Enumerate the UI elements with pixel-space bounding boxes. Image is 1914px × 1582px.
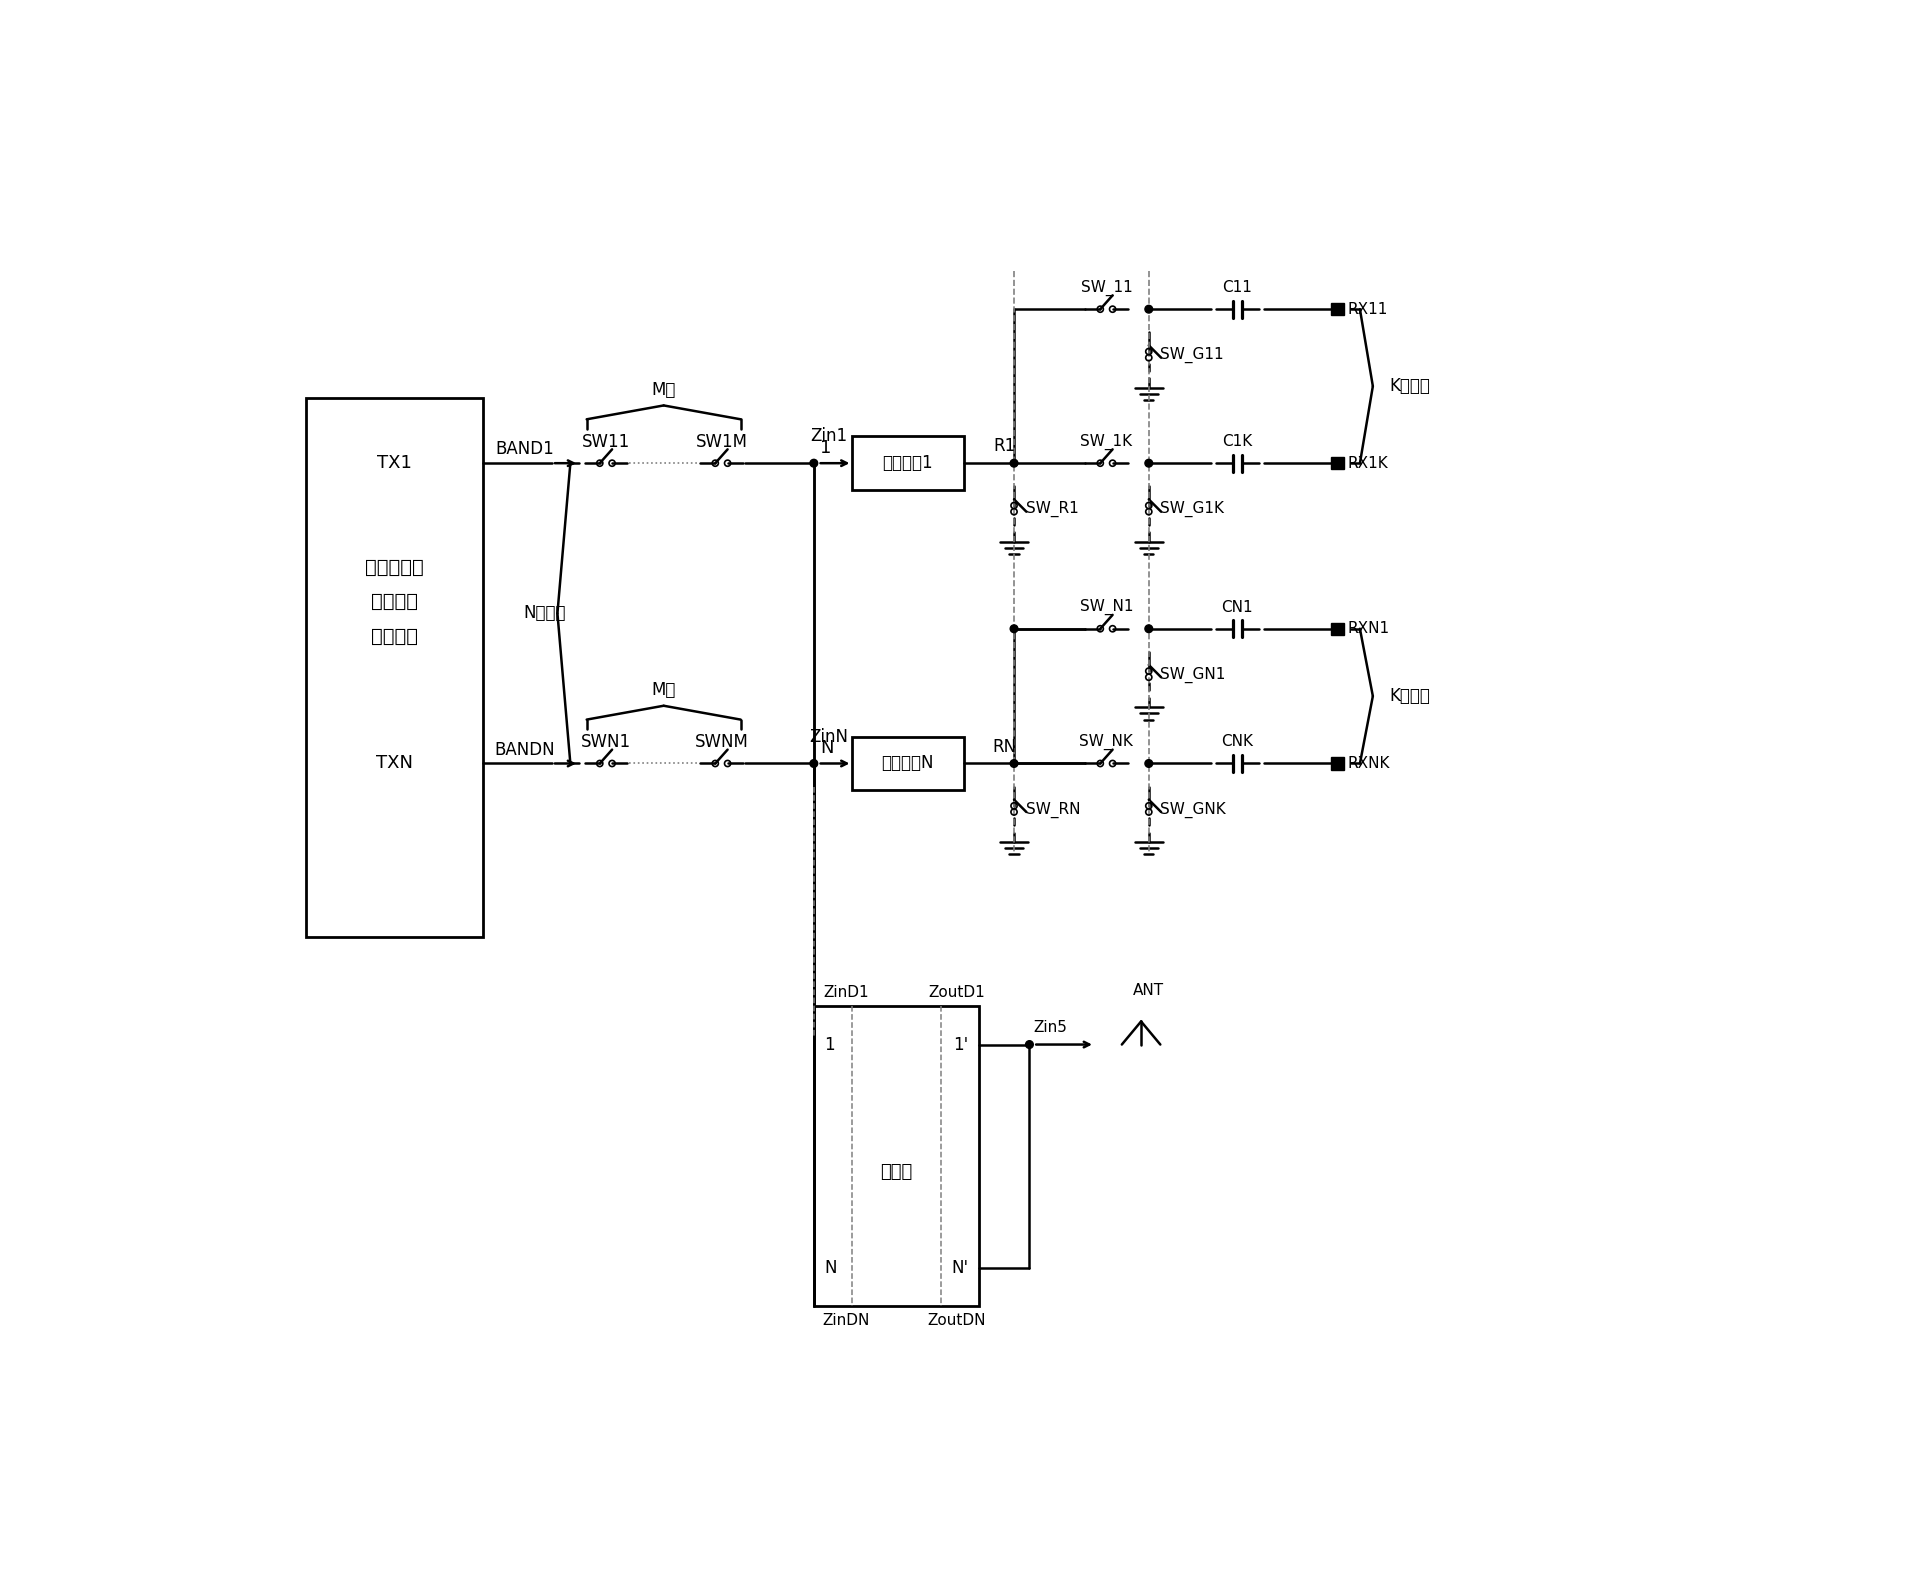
Text: CNK: CNK: [1221, 734, 1254, 750]
Text: CN1: CN1: [1221, 600, 1254, 615]
Text: ZinD1: ZinD1: [823, 984, 869, 1000]
Circle shape: [1145, 759, 1152, 767]
Text: ZinDN: ZinDN: [823, 1313, 869, 1327]
Text: ZinN: ZinN: [810, 728, 848, 745]
Text: C11: C11: [1223, 280, 1252, 296]
Text: Zin1: Zin1: [812, 427, 848, 445]
Bar: [852, 437, 965, 490]
Text: 匹配网络N: 匹配网络N: [882, 755, 934, 772]
Text: 大器及其: 大器及其: [371, 592, 417, 611]
Text: SW_1K: SW_1K: [1079, 433, 1133, 449]
Text: SW_NK: SW_NK: [1079, 734, 1133, 750]
Bar: [852, 737, 965, 791]
Bar: [1332, 623, 1344, 634]
Text: M级: M级: [651, 682, 676, 699]
Text: RXNK: RXNK: [1347, 756, 1390, 770]
Bar: [1332, 457, 1344, 470]
Text: RX1K: RX1K: [1347, 456, 1388, 471]
Text: SW11: SW11: [582, 432, 630, 451]
Circle shape: [1011, 625, 1018, 633]
Circle shape: [1145, 459, 1152, 467]
Text: C1K: C1K: [1223, 433, 1252, 449]
Text: SW_GNK: SW_GNK: [1160, 802, 1227, 818]
Circle shape: [1011, 759, 1018, 767]
Text: SW_RN: SW_RN: [1026, 802, 1079, 818]
Text: Zin5: Zin5: [1034, 1020, 1068, 1035]
Text: RX11: RX11: [1347, 302, 1388, 316]
Bar: [813, 1006, 980, 1307]
Text: SW_R1: SW_R1: [1026, 501, 1078, 517]
Text: SWN1: SWN1: [580, 732, 632, 751]
Text: ZoutD1: ZoutD1: [928, 984, 984, 1000]
Text: N: N: [825, 1259, 836, 1277]
Bar: [306, 397, 482, 937]
Text: R1: R1: [993, 437, 1016, 456]
Text: K个端口: K个端口: [1390, 687, 1430, 704]
Text: SW1M: SW1M: [695, 432, 748, 451]
Text: BAND1: BAND1: [496, 440, 555, 459]
Circle shape: [1011, 459, 1018, 467]
Bar: [1332, 304, 1344, 315]
Text: N个频段: N个频段: [523, 604, 565, 622]
Text: 匹配网络: 匹配网络: [371, 626, 417, 645]
Text: SW_G11: SW_G11: [1160, 348, 1223, 364]
Circle shape: [1145, 625, 1152, 633]
Text: 多工器: 多工器: [880, 1163, 913, 1180]
Text: ANT: ANT: [1133, 982, 1164, 998]
Text: SW_N1: SW_N1: [1079, 600, 1133, 615]
Bar: [1332, 758, 1344, 770]
Text: K个端口: K个端口: [1390, 377, 1430, 396]
Text: SWNM: SWNM: [695, 732, 748, 751]
Text: SW_11: SW_11: [1081, 280, 1133, 296]
Circle shape: [810, 459, 817, 467]
Text: TX1: TX1: [377, 454, 412, 471]
Text: 匹配网络1: 匹配网络1: [882, 454, 934, 471]
Text: TXN: TXN: [375, 755, 413, 772]
Text: N': N': [951, 1259, 968, 1277]
Text: ZoutDN: ZoutDN: [926, 1313, 986, 1327]
Text: 1': 1': [953, 1036, 968, 1054]
Text: BANDN: BANDN: [496, 740, 555, 759]
Text: N: N: [819, 739, 833, 758]
Text: RXN1: RXN1: [1347, 622, 1390, 636]
Text: SW_GN1: SW_GN1: [1160, 668, 1225, 683]
Circle shape: [1145, 305, 1152, 313]
Text: 1: 1: [825, 1036, 835, 1054]
Circle shape: [1026, 1041, 1034, 1049]
Text: M级: M级: [651, 381, 676, 399]
Circle shape: [810, 759, 817, 767]
Text: 1: 1: [819, 438, 831, 457]
Text: SW_G1K: SW_G1K: [1160, 501, 1225, 517]
Text: 射频功率放: 射频功率放: [366, 557, 423, 577]
Text: RN: RN: [993, 737, 1016, 756]
